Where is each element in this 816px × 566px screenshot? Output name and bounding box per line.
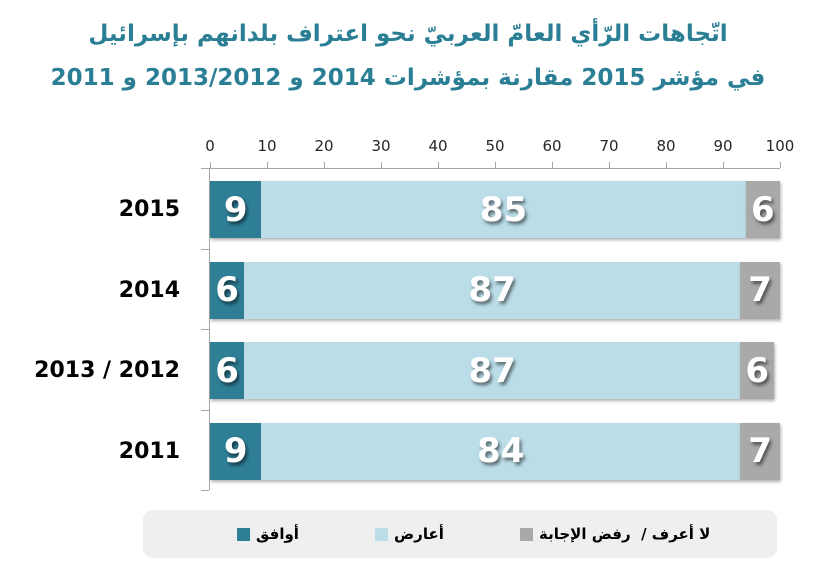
x-axis-tick-label: 100 — [765, 137, 795, 155]
y-axis-line — [209, 168, 210, 490]
x-axis-tick-label: 10 — [257, 137, 277, 155]
bar-segment-agree: 9 — [210, 181, 262, 238]
x-axis-tick-label: 40 — [428, 137, 448, 155]
x-axis-tick — [381, 162, 382, 168]
category-axis-labels: 2015 2014 2013 / 2012 2011 — [0, 168, 196, 490]
bar-segment-no-answer: 7 — [740, 422, 780, 480]
x-axis-tick-label: 30 — [371, 137, 391, 155]
bar-value-label: 87 — [468, 350, 516, 391]
bar-segment-agree: 9 — [210, 422, 262, 480]
category-axis-tick — [201, 248, 209, 250]
legend: أوافق أعارض لا أعرف / رفض الإجابة — [143, 510, 777, 558]
x-axis-tick — [438, 162, 439, 168]
bar-segment-no-answer: 7 — [740, 261, 780, 319]
x-axis-tick — [552, 162, 553, 168]
bar-value-label: 84 — [477, 431, 525, 471]
bar-row: 9 85 6 — [210, 181, 780, 238]
x-axis-tick-label: 80 — [656, 137, 676, 155]
bar-value-label: 9 — [223, 189, 248, 230]
bar-segment-oppose: 87 — [244, 261, 741, 319]
chart-title-line2: في مؤشر 2015 مقارنة بمؤشرات 2014 و 2013/… — [50, 64, 766, 91]
legend-label-oppose: أعارض — [394, 525, 444, 543]
x-axis-tick-label: 50 — [485, 137, 505, 155]
legend-label-agree: أوافق — [256, 525, 299, 543]
category-label: 2011 — [118, 438, 180, 464]
x-axis-tick — [495, 162, 496, 168]
x-axis-tick — [324, 162, 325, 168]
x-axis-tick-label: 60 — [542, 137, 562, 155]
category-label: 2014 — [118, 277, 180, 303]
bar-segment-agree: 6 — [210, 342, 245, 399]
legend-item-oppose: أعارض — [375, 510, 444, 558]
bar-value-label: 87 — [468, 270, 516, 310]
bar-segment-oppose: 84 — [261, 422, 741, 480]
x-axis-tick-label: 90 — [713, 137, 733, 155]
bar-row: 6 87 6 — [210, 342, 780, 399]
legend-item-agree: أوافق — [237, 510, 299, 558]
bar-row: 6 87 7 — [210, 261, 780, 319]
x-axis-tick — [666, 162, 667, 168]
legend-swatch-no-answer — [520, 527, 533, 541]
bar-segment-no-answer: 6 — [740, 342, 775, 399]
x-axis-tick — [267, 162, 268, 168]
bar-value-label: 9 — [223, 431, 248, 471]
x-axis-line — [209, 168, 780, 169]
bar-value-label: 6 — [215, 270, 239, 310]
bar-value-label: 6 — [751, 189, 775, 230]
bar-segment-agree: 6 — [210, 261, 245, 319]
bar-value-label: 7 — [748, 431, 772, 471]
legend-swatch-oppose — [375, 527, 388, 541]
category-axis-tick — [201, 409, 209, 411]
bar-segment-oppose: 87 — [244, 342, 741, 399]
bar-value-label: 7 — [748, 270, 772, 310]
x-axis-tick-label: 0 — [205, 137, 215, 155]
chart-title-line1: اتّجاهات الرّأي العامّ العربيّ نحو اعترا… — [88, 21, 728, 47]
x-axis-tick-label: 70 — [599, 137, 619, 155]
bar-value-label: 6 — [745, 350, 769, 391]
category-axis-tick — [201, 490, 209, 491]
x-axis-tick — [780, 162, 781, 168]
legend-item-no-answer: لا أعرف / رفض الإجابة — [520, 510, 710, 558]
x-axis-tick-label: 20 — [314, 137, 334, 155]
category-label: 2015 — [118, 197, 180, 222]
chart-title: اتّجاهات الرّأي العامّ العربيّ نحو اعترا… — [0, 0, 816, 95]
category-axis-tick — [201, 329, 209, 330]
bar-value-label: 85 — [479, 189, 528, 230]
x-axis-tick — [210, 162, 211, 168]
category-axis-tick — [201, 168, 209, 169]
x-axis-tick — [609, 162, 610, 168]
bar-segment-oppose: 85 — [261, 181, 746, 238]
x-axis-tick — [723, 162, 724, 168]
bar-row: 9 84 7 — [210, 422, 780, 480]
legend-swatch-agree — [237, 527, 250, 541]
legend-label-no-answer: لا أعرف / رفض الإجابة — [539, 525, 711, 543]
plot-area: 0 10 20 30 40 50 60 70 80 90 100 9 85 6 6 87 7 6 87 6 9 84 7 — [201, 137, 794, 491]
bar-value-label: 6 — [215, 350, 239, 391]
category-label: 2013 / 2012 — [34, 358, 180, 383]
bar-segment-no-answer: 6 — [745, 181, 780, 238]
